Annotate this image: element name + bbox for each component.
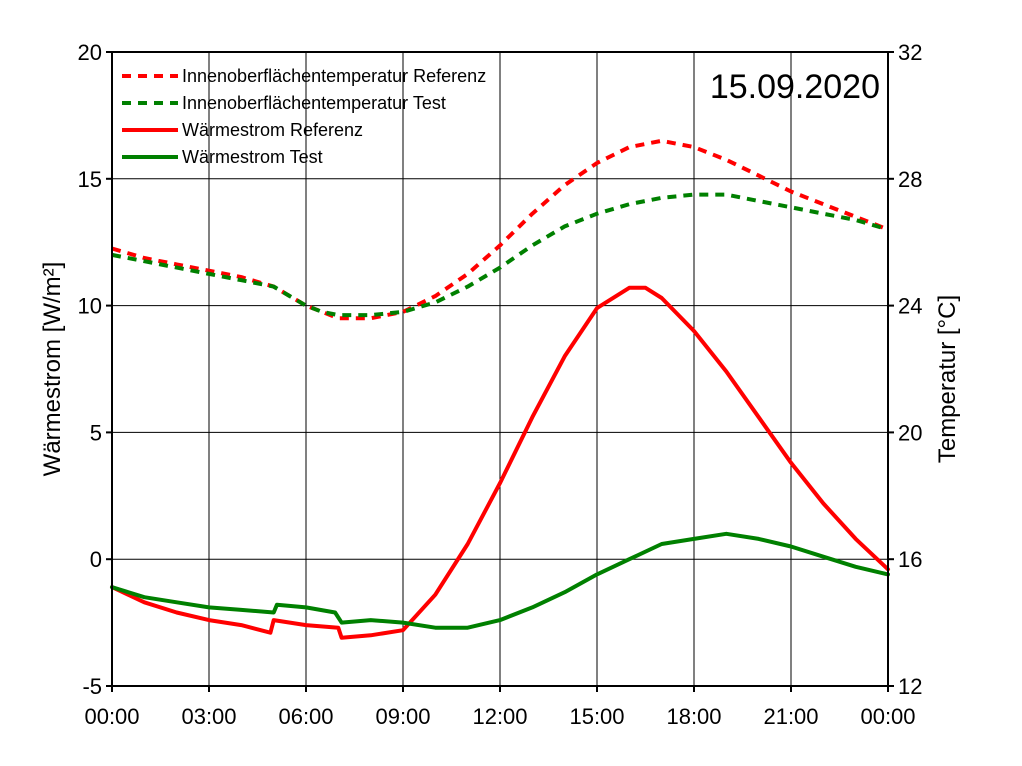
grid <box>112 52 888 686</box>
legend: Innenoberflächentemperatur Referenz Innen… <box>122 66 486 167</box>
legend-label: Innenoberflächentemperatur Test <box>182 93 446 113</box>
y-right-tick-label: 12 <box>898 674 922 699</box>
series-layer <box>110 138 890 640</box>
y-left-tick-label: -5 <box>82 674 102 699</box>
x-tick-label: 06:00 <box>278 704 333 729</box>
series-line-4 <box>110 531 890 630</box>
x-tick-label: 12:00 <box>472 704 527 729</box>
y-left-tick-label: 5 <box>90 420 102 445</box>
y-right-tick-label: 28 <box>898 167 922 192</box>
x-tick-label: 03:00 <box>181 704 236 729</box>
y-right-tick-label: 24 <box>898 294 922 319</box>
x-tick-label: 15:00 <box>569 704 624 729</box>
y-left-tick-label: 15 <box>78 167 102 192</box>
legend-label: Wärmestrom Test <box>182 147 323 167</box>
series-line-1 <box>111 138 889 321</box>
x-tick-label: 21:00 <box>763 704 818 729</box>
y-axis-left: -5 0 5 10 15 20 <box>78 40 112 699</box>
y-left-tick-label: 10 <box>78 294 102 319</box>
y-axis-right-title: Temperatur [°C] <box>934 295 961 463</box>
x-tick-label: 18:00 <box>666 704 721 729</box>
x-tick-label: 09:00 <box>375 704 430 729</box>
legend-label: Wärmestrom Referenz <box>182 120 363 140</box>
y-right-tick-label: 20 <box>898 420 922 445</box>
x-tick-label: 00:00 <box>84 704 139 729</box>
legend-label: Innenoberflächentemperatur Referenz <box>182 66 486 86</box>
y-axis-right: 12 16 20 24 28 32 <box>888 40 922 699</box>
date-label: 15.09.2020 <box>710 68 880 106</box>
y-right-tick-label: 32 <box>898 40 922 65</box>
y-left-tick-label: 0 <box>90 547 102 572</box>
series-line-3 <box>110 285 890 640</box>
y-axis-left-title: Wärmestrom [W/m²] <box>39 262 66 477</box>
y-right-tick-label: 16 <box>898 547 922 572</box>
y-left-tick-label: 20 <box>78 40 102 65</box>
x-axis: 00:00 03:00 06:00 09:00 12:00 15:00 18:00 21:00… <box>84 686 916 729</box>
x-tick-label: 00:00 <box>860 704 915 729</box>
series-line-2 <box>111 192 889 318</box>
